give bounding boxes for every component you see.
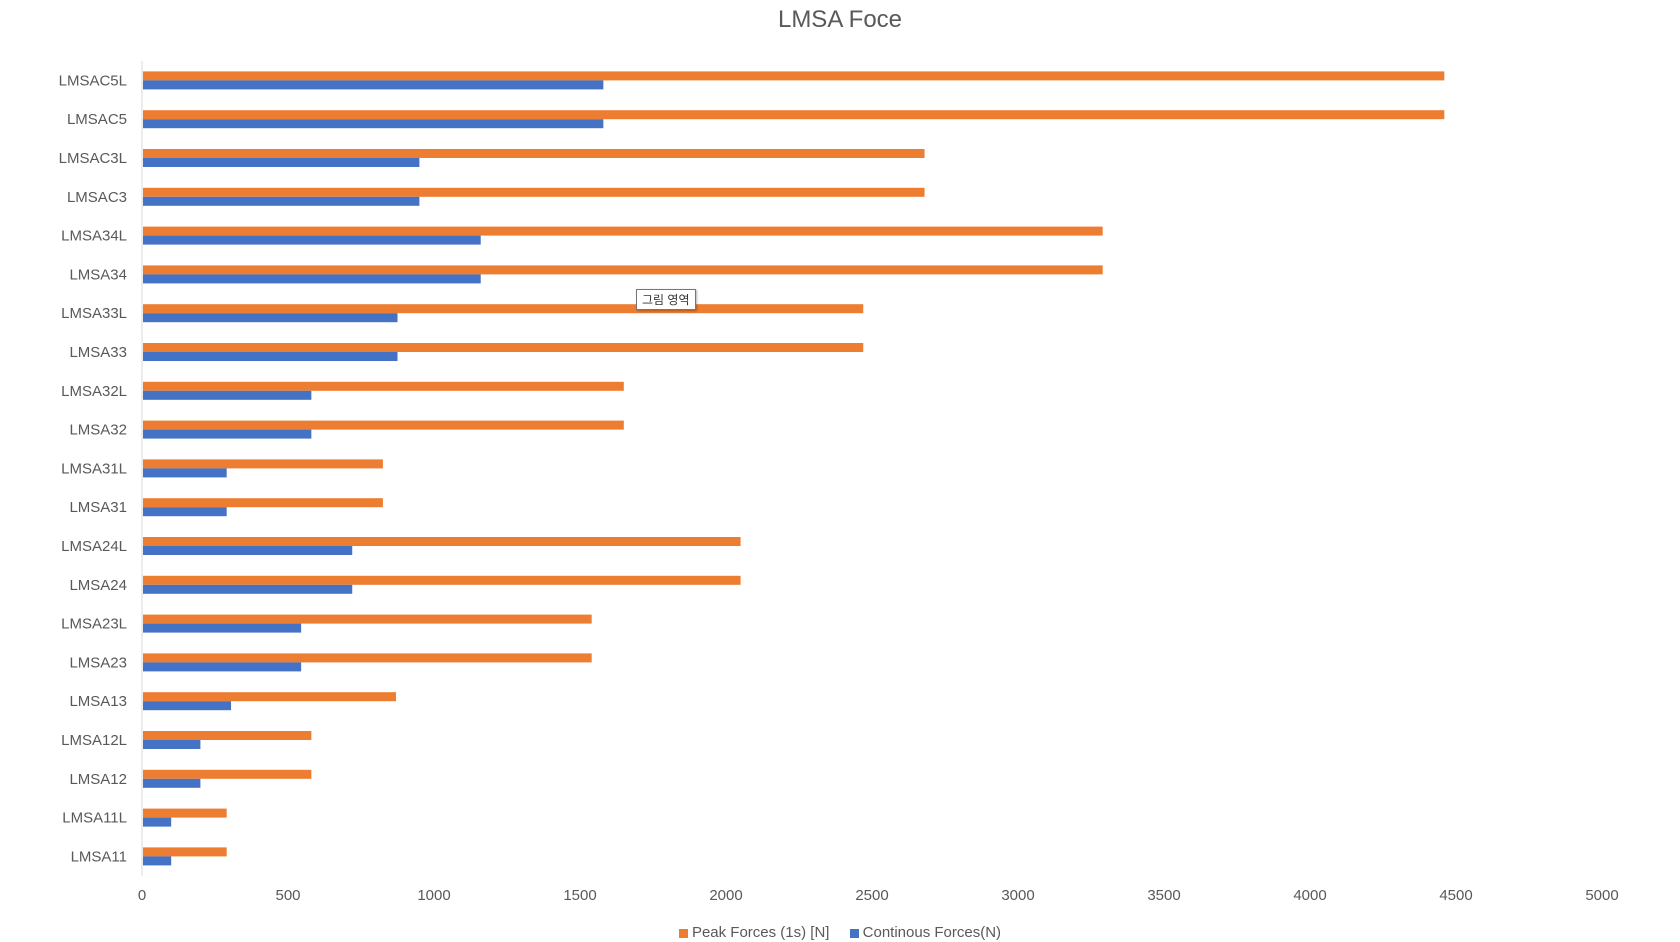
y-tick-label: LMSA32	[69, 422, 127, 439]
y-tick-label: LMSA33	[69, 344, 127, 361]
bar-peak	[143, 265, 1103, 275]
legend-label-continuous: Continous Forces(N)	[862, 924, 1002, 941]
chart-title: LMSA Foce	[777, 6, 903, 33]
bar-continuous	[143, 235, 481, 245]
legend-item-peak[interactable]: Peak Forces (1s) [N]	[678, 924, 830, 941]
bar-continuous	[143, 119, 604, 129]
bar-peak	[143, 343, 864, 352]
bar-continuous	[143, 701, 232, 711]
legend-label-peak: Peak Forces (1s) [N]	[691, 924, 830, 941]
bar-peak	[143, 653, 592, 663]
y-tick-label: LMSA24L	[61, 538, 127, 555]
legend-item-continuous[interactable]: Continous Forces(N)	[849, 924, 1002, 941]
y-tick-label: LMSA34L	[61, 228, 127, 245]
y-tick-label: LMSA12	[69, 771, 127, 788]
x-tick-label: 0	[138, 887, 146, 904]
y-tick-label: LMSA13	[69, 693, 127, 710]
y-tick-label: LMSA33L	[61, 305, 127, 322]
legend-swatch-continuous	[849, 928, 859, 938]
y-tick-label: LMSA34	[69, 266, 127, 283]
x-tick-label: 3500	[1147, 887, 1180, 904]
bar-peak	[143, 381, 624, 391]
bar-continuous	[143, 158, 420, 167]
bar-peak	[143, 731, 312, 740]
x-tick-label: 2500	[855, 887, 888, 904]
y-tick-label: LMSA11L	[62, 810, 127, 827]
bar-peak	[143, 614, 592, 624]
y-tick-label: LMSAC5	[67, 111, 127, 128]
bar-peak	[143, 769, 312, 779]
x-tick-label: 1500	[563, 887, 596, 904]
y-tick-label: LMSA12L	[61, 732, 127, 749]
legend-swatch-peak	[678, 928, 688, 938]
bar-peak	[143, 187, 925, 197]
bar-continuous	[143, 817, 172, 827]
bar-peak	[143, 304, 864, 314]
x-tick-label: 3000	[1001, 887, 1034, 904]
y-tick-label: LMSA31L	[61, 460, 127, 477]
y-tick-label: LMSA31	[69, 499, 127, 516]
x-tick-label: 2000	[709, 887, 742, 904]
bar-continuous	[143, 856, 172, 866]
bar-peak	[143, 110, 1445, 120]
bar-peak	[143, 420, 624, 430]
legend: Peak Forces (1s) [N] Continous Forces(N)	[0, 924, 1680, 941]
bar-continuous	[143, 80, 604, 90]
bar-continuous	[143, 662, 302, 672]
plot-area-tooltip: 그림 영역	[636, 289, 696, 310]
bar-peak	[143, 537, 741, 546]
bar-continuous	[143, 390, 312, 400]
y-tick-label: LMSAC5L	[59, 72, 127, 89]
bar-peak	[143, 808, 227, 818]
x-tick-label: 500	[275, 887, 300, 904]
bar-continuous	[143, 778, 201, 788]
bar-continuous	[143, 584, 353, 594]
x-tick-label: 4500	[1439, 887, 1472, 904]
bar-continuous	[143, 546, 353, 555]
bar-peak	[143, 847, 227, 857]
bar-peak	[143, 226, 1103, 236]
x-tick-label: 5000	[1585, 887, 1618, 904]
bar-peak	[143, 692, 397, 702]
y-tick-label: LMSAC3	[67, 189, 127, 206]
bar-continuous	[143, 740, 201, 749]
bar-continuous	[143, 507, 227, 517]
bar-continuous	[143, 429, 312, 439]
bar-peak	[143, 498, 383, 508]
x-tick-label: 4000	[1293, 887, 1326, 904]
y-tick-label: LMSA32L	[61, 383, 127, 400]
bar-continuous	[143, 623, 302, 633]
bar-continuous	[143, 313, 398, 323]
y-tick-label: LMSAC3L	[59, 150, 127, 167]
bar-peak	[143, 71, 1445, 81]
bar-continuous	[143, 468, 227, 478]
y-tick-label: LMSA11	[71, 848, 127, 865]
bar-continuous	[143, 352, 398, 361]
y-tick-label: LMSA23	[69, 654, 127, 671]
x-tick-label: 1000	[417, 887, 450, 904]
y-tick-label: LMSA24	[69, 577, 127, 594]
bar-peak	[143, 459, 383, 469]
bar-peak	[143, 149, 925, 158]
y-tick-label: LMSA23L	[61, 616, 127, 633]
bar-continuous	[143, 274, 481, 284]
bar-continuous	[143, 196, 420, 206]
bar-peak	[143, 575, 741, 585]
